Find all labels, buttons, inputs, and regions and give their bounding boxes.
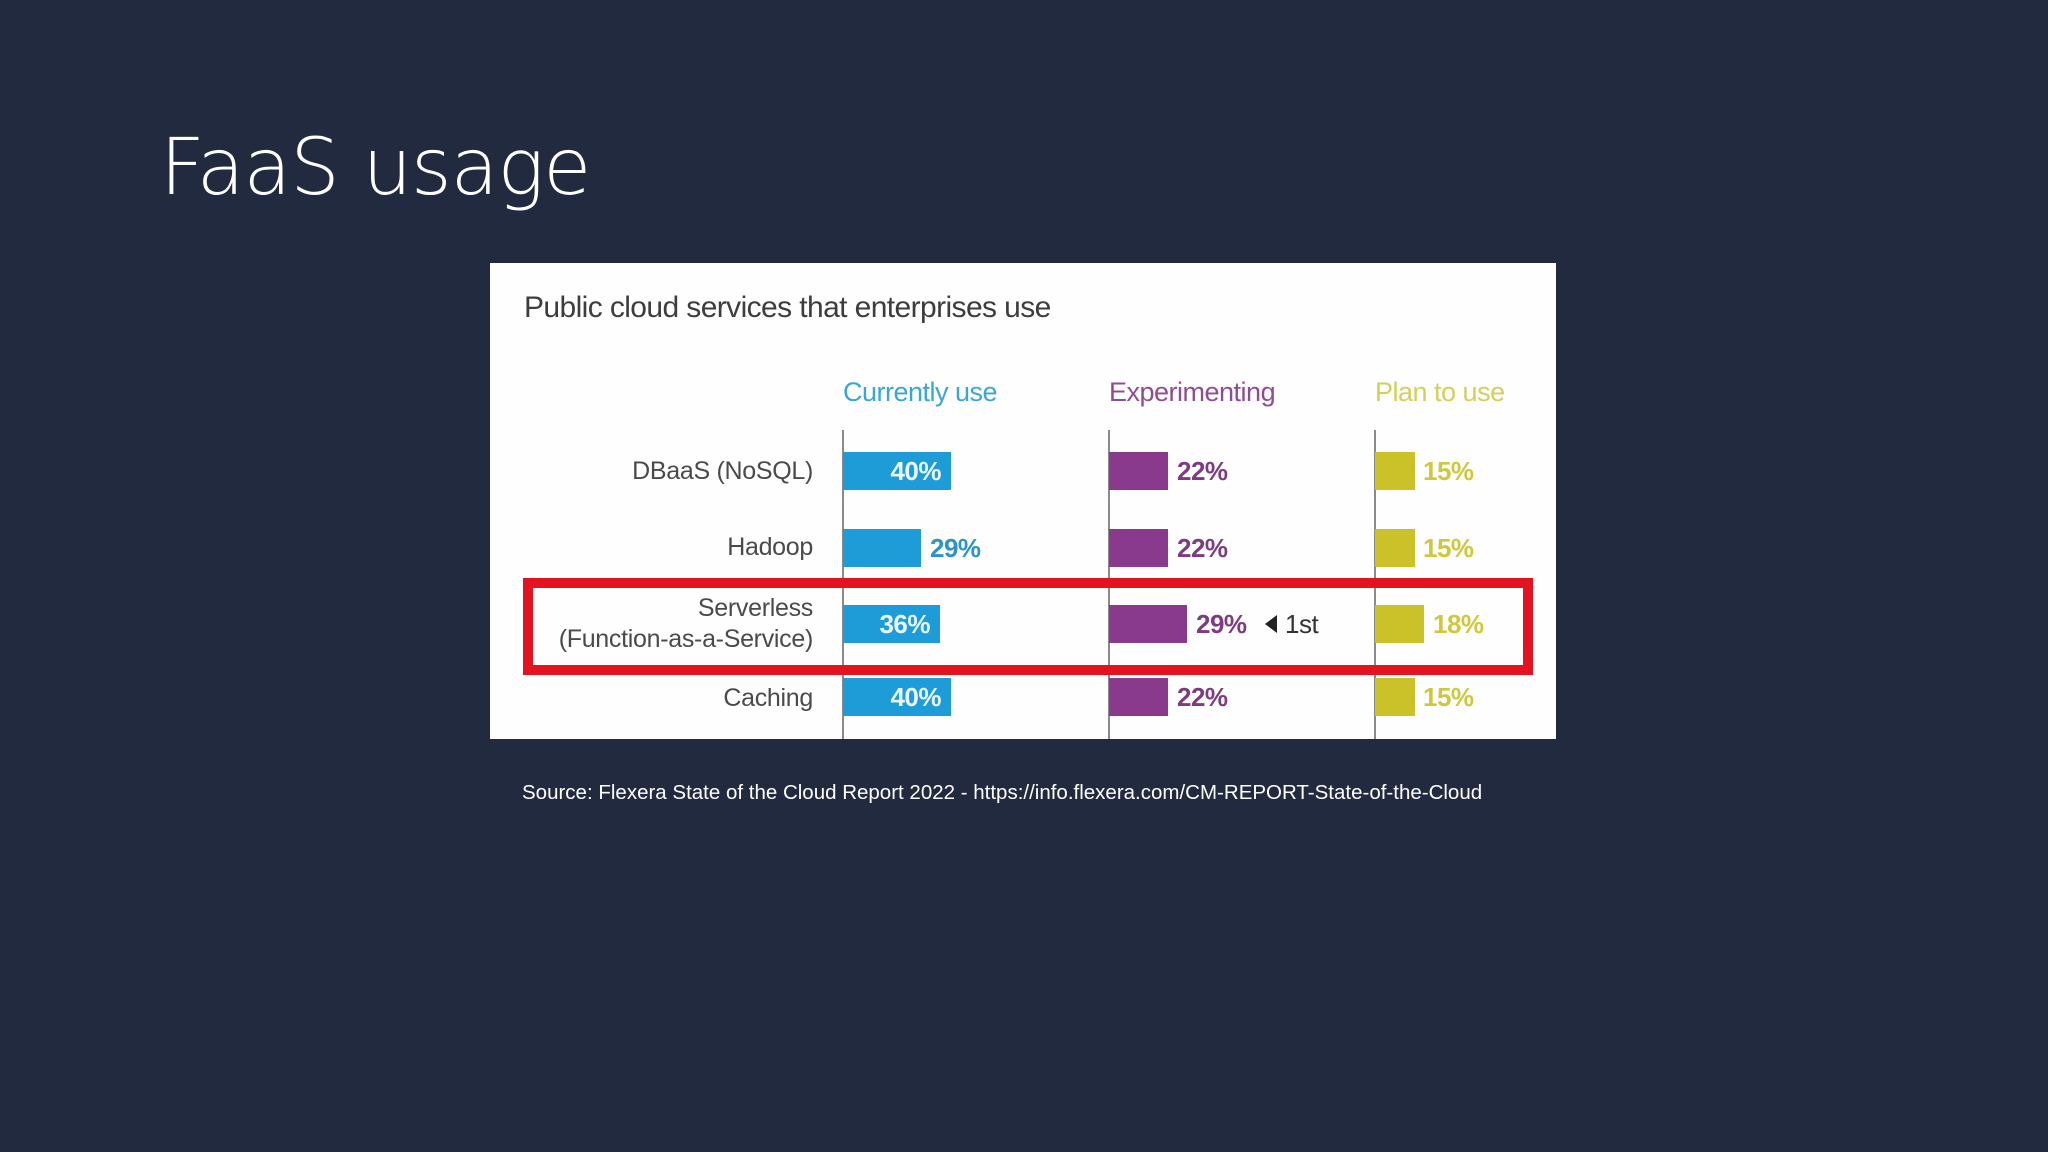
chart-image: Public cloud services that enterprises u… xyxy=(490,263,1556,739)
value-label: 18% xyxy=(1433,609,1484,639)
value-label: 40% xyxy=(890,682,941,712)
value-label: 15% xyxy=(1423,682,1474,712)
column-header-currently-use: Currently use xyxy=(843,377,998,407)
rank-text: 1st xyxy=(1285,609,1319,639)
value-label: 15% xyxy=(1423,456,1474,486)
value-label: 22% xyxy=(1177,456,1228,486)
triangle-left-icon xyxy=(1265,615,1277,634)
slide-title: FaaS usage xyxy=(160,123,591,213)
value-label: 29% xyxy=(1196,609,1247,639)
column-header-experimenting: Experimenting xyxy=(1109,377,1276,407)
bar-caching-plan xyxy=(1375,678,1415,716)
value-label: 22% xyxy=(1177,682,1228,712)
value-label: 22% xyxy=(1177,533,1228,563)
bar-caching-currently: 40% xyxy=(843,678,951,716)
row-labels: DBaaS (NoSQL) Hadoop Serverless (Functio… xyxy=(520,263,814,739)
bar-dbaas-experimenting xyxy=(1109,452,1168,490)
bar-dbaas-currently: 40% xyxy=(843,452,951,490)
column-header-plan-to-use: Plan to use xyxy=(1375,377,1505,407)
row-label-dbaas: DBaaS (NoSQL) xyxy=(632,457,813,485)
bar-serverless-plan xyxy=(1375,605,1424,643)
value-label: 29% xyxy=(930,533,981,563)
bar-caching-experimenting xyxy=(1109,678,1168,716)
bar-dbaas-plan xyxy=(1375,452,1415,490)
row-label-serverless-sub: (Function-as-a-Service) xyxy=(558,625,814,653)
rank-annotation: 1st xyxy=(1265,605,1319,643)
bar-hadoop-currently xyxy=(843,529,921,567)
bar-hadoop-plan xyxy=(1375,529,1415,567)
bar-hadoop-experimenting xyxy=(1109,529,1168,567)
value-label: 15% xyxy=(1423,533,1474,563)
bar-serverless-experimenting xyxy=(1109,605,1187,643)
value-label: 36% xyxy=(879,609,930,639)
bar-serverless-currently: 36% xyxy=(843,605,940,643)
row-label-hadoop: Hadoop xyxy=(727,533,813,561)
chart-title: Public cloud services that enterprises u… xyxy=(524,291,1051,324)
row-label-serverless: Serverless xyxy=(697,594,813,622)
value-label: 40% xyxy=(890,456,941,486)
source-citation: Source: Flexera State of the Cloud Repor… xyxy=(522,781,1483,804)
row-label-caching: Caching xyxy=(723,684,813,712)
serverless-highlight-box xyxy=(523,578,1533,675)
